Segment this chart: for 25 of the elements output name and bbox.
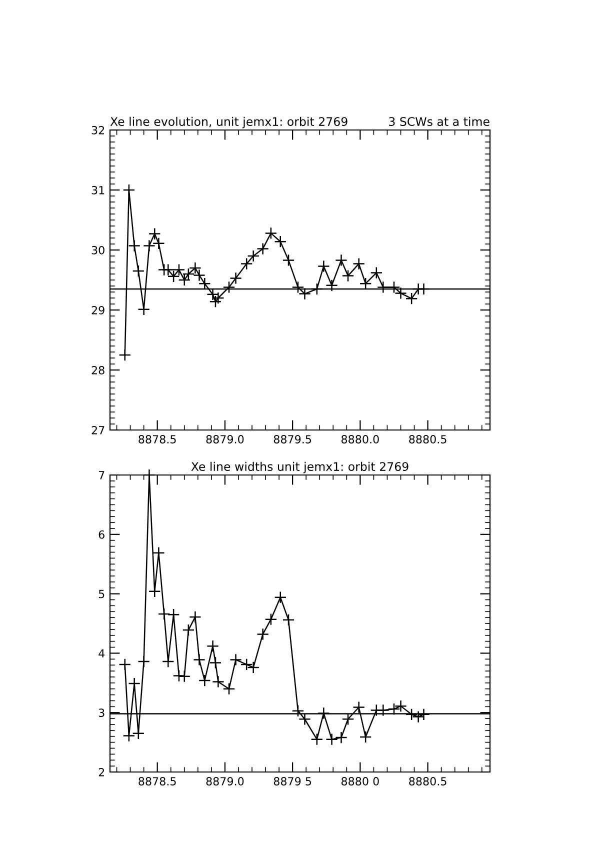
- y-tick-label: 4: [98, 649, 105, 658]
- x-tick-label: 8879.5: [274, 435, 312, 444]
- y-tick-label: 29: [92, 306, 104, 314]
- x-tick-label: 8880 0: [341, 777, 379, 786]
- y-tick-label: 31: [92, 186, 104, 194]
- x-tick-label: 8878.5: [138, 435, 176, 444]
- y-tick-label: 2: [98, 768, 104, 776]
- y-tick-label: 30: [92, 246, 104, 254]
- x-tick-label: 8879.0: [206, 777, 244, 786]
- x-tick-label: 8880.0: [341, 435, 379, 444]
- y-tick-label: 5: [98, 590, 104, 598]
- y-tick-label: 7: [98, 471, 104, 480]
- chart-title: Xe line widths unit jemx1: orbit 2769: [191, 462, 408, 474]
- x-tick-label: 8880.5: [409, 777, 446, 786]
- x-tick-label: 8880.5: [409, 435, 446, 444]
- x-tick-label: 8879.0: [206, 435, 244, 444]
- x-tick-label: 8879 5: [274, 777, 312, 786]
- chart-subtitle: 3 SCWs at a time: [389, 116, 490, 126]
- y-tick-label: 6: [98, 530, 104, 539]
- y-tick-label: 3: [98, 708, 104, 717]
- x-tick-label: 8878.5: [138, 777, 176, 786]
- chart-title: Xe line evolution, unit jemx1: orbit 2769: [110, 116, 348, 128]
- y-tick-label: 32: [92, 126, 104, 134]
- y-tick-label: 28: [92, 366, 104, 374]
- y-tick-label: 27: [92, 426, 104, 434]
